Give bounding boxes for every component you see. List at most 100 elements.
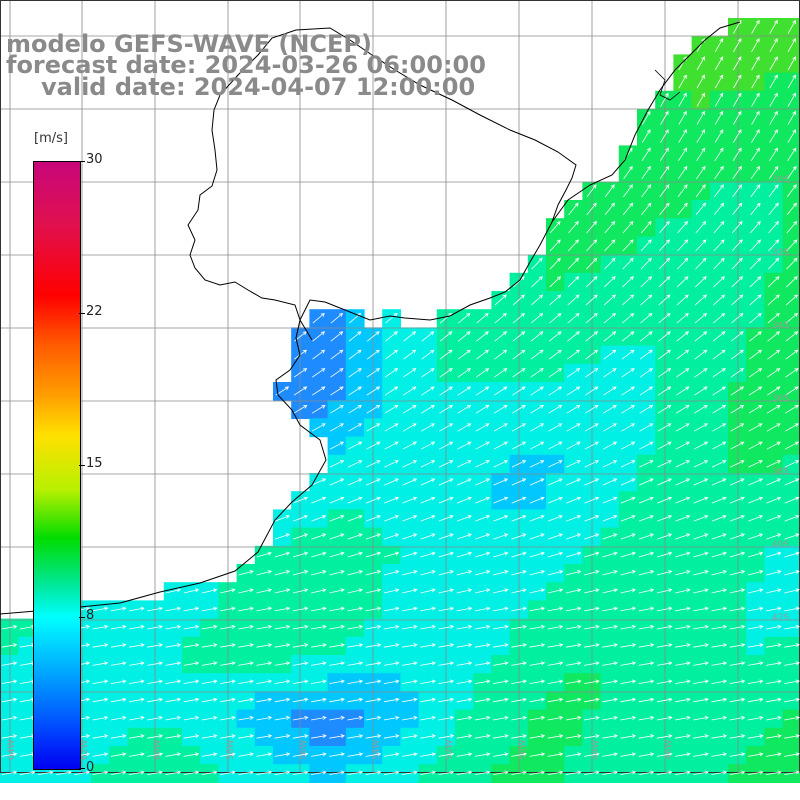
wind-arrow <box>329 496 345 504</box>
wind-arrow-head <box>285 606 291 611</box>
wind-arrow-head <box>559 770 564 775</box>
wind-arrow-head <box>756 202 761 207</box>
wind-arrow <box>749 239 761 252</box>
wind-arrow-head <box>776 368 781 372</box>
wind-arrow <box>729 734 746 739</box>
wind-arrow-shaft <box>566 405 580 414</box>
wind-arrow-head <box>158 624 163 629</box>
wind-arrow <box>366 441 381 450</box>
wind-arrow <box>457 349 471 360</box>
wind-arrow-head <box>176 624 182 629</box>
wind-arrow-head <box>775 312 780 317</box>
wind-arrow-head <box>575 276 580 281</box>
wind-arrow-head <box>703 423 708 428</box>
wind-arrow-shaft <box>474 626 490 630</box>
wind-arrow-head <box>740 478 745 483</box>
wind-arrow <box>729 770 746 775</box>
wind-arrow-shaft <box>586 258 597 270</box>
wind-arrow-head <box>574 220 579 226</box>
wind-arrow-shaft <box>383 753 399 757</box>
wind-arrow-shaft <box>732 184 742 198</box>
wind-arrow <box>584 697 600 703</box>
wind-arrow <box>420 752 436 757</box>
wind-arrow <box>329 752 345 757</box>
wind-arrow-shaft <box>660 129 669 143</box>
wind-arrow-shaft <box>657 460 672 468</box>
wind-arrow-shaft <box>787 93 796 107</box>
wind-arrow-shaft <box>292 735 308 739</box>
wind-arrow <box>748 478 763 486</box>
wind-arrow-head <box>376 496 381 501</box>
wind-arrow-shaft <box>402 386 417 396</box>
wind-arrow-shaft <box>421 386 435 396</box>
wind-arrow <box>603 404 617 414</box>
wind-arrow <box>292 715 309 721</box>
wind-arrow-head <box>467 551 473 556</box>
wind-arrow <box>621 386 635 396</box>
wind-arrow <box>329 441 345 450</box>
wind-arrow-shaft <box>220 771 235 775</box>
wind-arrow-shaft <box>676 276 689 288</box>
wind-arrow-head <box>468 770 473 775</box>
wind-arrow <box>567 349 580 360</box>
wind-arrow-head <box>777 551 782 556</box>
wind-arrow-head <box>104 661 109 666</box>
wind-arrow-head <box>701 110 705 116</box>
wind-arrow <box>751 56 760 71</box>
wind-arrow-shaft <box>603 349 616 360</box>
wind-arrow-head <box>85 606 91 611</box>
wind-arrow-head <box>468 697 473 702</box>
wind-arrow <box>402 441 417 450</box>
wind-arrow <box>474 661 491 666</box>
wind-arrow-head <box>413 752 418 757</box>
wind-arrow-shaft <box>660 93 669 107</box>
wind-arrow-head <box>504 551 509 556</box>
wind-arrow-shaft <box>147 607 163 612</box>
wind-arrow <box>641 129 651 143</box>
wind-arrow-shaft <box>584 423 599 432</box>
wind-arrow-shaft <box>456 626 472 630</box>
longitude-label: 58W <box>226 740 236 760</box>
wind-arrow <box>529 624 546 630</box>
wind-arrow-shaft <box>712 405 726 414</box>
wind-speed-cell <box>527 382 547 401</box>
wind-arrow-shaft <box>201 607 217 612</box>
wind-arrow <box>402 606 418 612</box>
wind-arrow <box>730 423 745 432</box>
wind-arrow <box>402 533 418 540</box>
wind-arrow <box>456 715 473 721</box>
wind-arrow-shaft <box>714 166 724 180</box>
wind-arrow <box>602 624 618 630</box>
wind-speed-cell <box>746 363 765 383</box>
wind-speed-cell <box>637 218 656 237</box>
wind-arrow-shaft <box>656 735 672 739</box>
wind-arrow <box>767 294 780 306</box>
wind-arrow-head <box>504 661 509 666</box>
wind-arrow-head <box>629 202 634 207</box>
wind-arrow-shaft <box>548 423 562 432</box>
wind-arrow-shaft <box>274 552 290 558</box>
wind-arrow <box>749 349 762 360</box>
wind-arrow-shaft <box>748 497 763 504</box>
wind-arrow-head <box>630 368 635 372</box>
wind-arrow <box>747 734 764 739</box>
wind-speed-cell <box>709 272 729 292</box>
wind-arrow <box>511 460 527 468</box>
wind-arrow-shaft <box>475 405 489 414</box>
wind-arrow-shaft <box>274 735 290 739</box>
wind-arrow-head <box>504 679 509 684</box>
wind-arrow-head <box>395 606 400 611</box>
wind-arrow <box>366 349 380 360</box>
wind-arrow-head <box>793 220 798 226</box>
wind-arrow-head <box>358 624 364 629</box>
wind-arrow <box>256 679 273 684</box>
wind-arrow <box>256 752 273 757</box>
wind-arrow-head <box>559 624 564 629</box>
wind-arrow-head <box>466 312 471 317</box>
wind-arrow <box>766 752 782 757</box>
wind-arrow-shaft <box>385 349 398 360</box>
wind-arrow-shaft <box>438 478 453 486</box>
wind-arrow <box>512 331 526 342</box>
wind-arrow <box>620 679 637 684</box>
wind-arrow-shaft <box>511 533 526 540</box>
